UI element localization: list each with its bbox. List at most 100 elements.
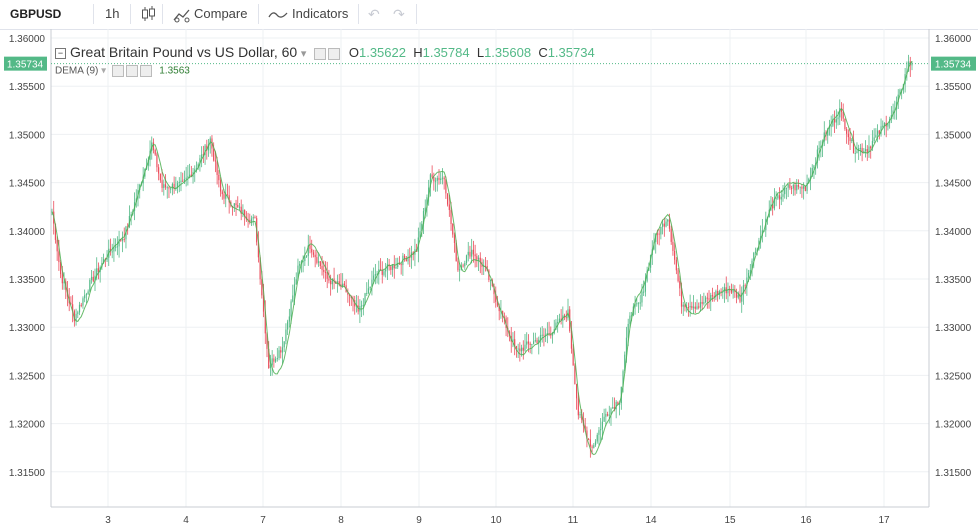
price-chart[interactable]: 1.36000 1.36000 1.35500 1.35500 1.35000 1.350…: [0, 29, 978, 532]
candle-body: [383, 271, 385, 275]
candle-body: [348, 294, 351, 296]
candle-body: [85, 294, 88, 296]
hide-icon[interactable]: [327, 47, 340, 60]
candle-body: [173, 183, 175, 189]
candle-body: [842, 111, 844, 119]
candle-body: [565, 317, 567, 319]
candle-body: [550, 333, 552, 336]
collapse-icon[interactable]: −: [55, 48, 66, 60]
candle-body: [698, 306, 700, 308]
symbol-search[interactable]: GBPUSD: [10, 7, 62, 21]
candle-body: [338, 281, 340, 285]
candle-body: [594, 441, 597, 446]
toolbar-divider: [130, 4, 131, 24]
candle-body: [532, 341, 535, 345]
candle-body: [581, 414, 583, 420]
candle-body: [170, 188, 172, 190]
candle-body: [778, 195, 781, 200]
candle-body: [605, 414, 607, 417]
candle-body: [617, 402, 619, 405]
candle-body: [551, 333, 554, 336]
candle-body: [386, 264, 389, 270]
candle-body: [720, 291, 722, 293]
candle-body: [663, 223, 665, 227]
candle-body: [111, 251, 113, 253]
settings-icon[interactable]: [111, 65, 124, 77]
candle-body: [593, 445, 595, 448]
remove-icon[interactable]: [139, 65, 152, 77]
undo-button[interactable]: ↶: [368, 0, 380, 28]
candle-body: [806, 183, 808, 191]
compare-button[interactable]: Compare: [172, 0, 247, 28]
candle-body: [887, 123, 889, 127]
candle-body: [737, 294, 739, 298]
candle-body: [520, 347, 523, 352]
candle-body: [288, 316, 290, 322]
candle-body: [615, 402, 617, 410]
candle-body: [727, 289, 729, 294]
candle-body: [706, 297, 708, 299]
candle-body: [477, 257, 480, 260]
candle-body: [405, 258, 407, 262]
candle-body: [187, 176, 189, 178]
redo-button[interactable]: ↷: [393, 0, 405, 28]
candle-body: [591, 446, 593, 448]
candle-body: [612, 407, 614, 409]
candle-body: [321, 266, 323, 270]
candle-body: [97, 268, 100, 273]
candle-body: [82, 298, 84, 306]
candle-body: [238, 206, 241, 208]
candle-body: [257, 242, 260, 258]
y-tick-label-right: 1.32000: [935, 420, 972, 431]
candle-body: [813, 165, 815, 168]
candle-body: [631, 315, 633, 317]
candle-body: [391, 264, 394, 270]
y-tick-label-right: 1.31500: [935, 468, 972, 479]
candle-body: [639, 302, 641, 304]
candle-body: [732, 289, 734, 293]
y-tick-label-right: 1.35500: [935, 82, 972, 93]
chevron-down-icon[interactable]: ▾: [300, 48, 307, 60]
y-tick-label-left: 1.36000: [9, 34, 46, 45]
chevron-down-icon[interactable]: ▾: [101, 65, 107, 77]
candle-body: [190, 174, 192, 177]
candle-body: [870, 146, 872, 149]
hide-icon[interactable]: [125, 65, 138, 77]
candle-body: [367, 288, 370, 293]
candle-body: [538, 339, 540, 343]
x-tick-label: 3: [105, 515, 111, 526]
candle-body: [749, 270, 751, 274]
candle-body: [839, 108, 841, 118]
candle-body: [390, 266, 392, 270]
chart-style-button[interactable]: [139, 0, 157, 28]
candle-body: [70, 303, 72, 305]
candle-body: [555, 322, 557, 330]
candle-body: [476, 256, 478, 260]
candle-body: [185, 177, 187, 180]
candle-body: [665, 221, 667, 227]
candle-body: [366, 292, 368, 294]
candle-body: [729, 289, 731, 291]
candle-body: [75, 313, 77, 322]
candle-body: [868, 146, 870, 153]
x-tick-label: 15: [724, 515, 736, 526]
candle-body: [242, 209, 244, 214]
candle-body: [219, 180, 222, 192]
candle-body: [249, 219, 251, 222]
candle-body: [878, 130, 880, 134]
candle-body: [347, 292, 349, 295]
indicators-button[interactable]: Indicators: [268, 0, 348, 28]
candle-body: [63, 281, 65, 284]
candle-body: [601, 421, 604, 430]
dema-series: [51, 60, 913, 456]
candle-body: [459, 269, 461, 271]
interval-selector[interactable]: 1h: [105, 6, 120, 21]
candle-body: [875, 135, 877, 138]
candle-body: [751, 260, 753, 271]
x-tick-label: 9: [416, 515, 422, 526]
settings-icon[interactable]: [313, 47, 326, 60]
candle-body: [441, 177, 444, 179]
candle-body: [608, 414, 610, 416]
candle-body: [429, 174, 432, 188]
candle-body: [336, 281, 339, 284]
